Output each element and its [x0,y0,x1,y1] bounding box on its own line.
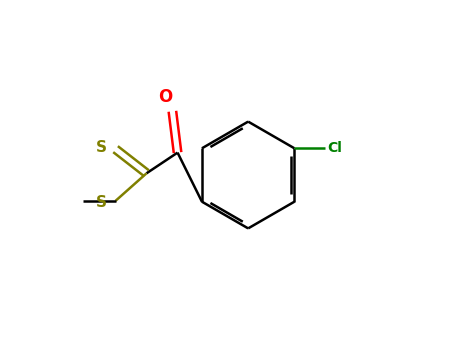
Text: S: S [96,195,107,210]
Text: O: O [158,88,172,106]
Text: Cl: Cl [327,141,342,155]
Text: S: S [96,140,107,155]
